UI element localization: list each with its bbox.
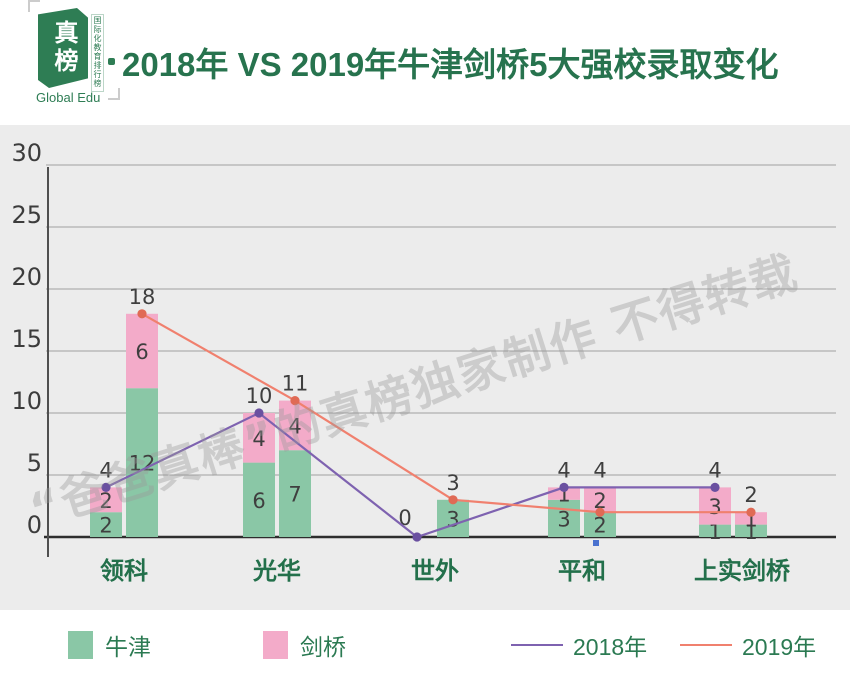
data-point-2018年 (254, 408, 264, 418)
logo-caption: Global Edu (36, 90, 101, 105)
data-point-2019年 (290, 396, 300, 406)
y-axis-tick-label: 30 (11, 139, 42, 167)
chart-area: 0 5 10 15 20 25 30 2 2 4 6 4 10 0 3 1 4 1 3 4 12 6 18 7 4 11 3 3 2 2 4… (0, 125, 850, 610)
bar-total-label: 4 (593, 458, 606, 482)
bar-oxford-2018 (548, 499, 580, 537)
bar-segment-label: 2 (593, 489, 606, 513)
bar-total-label: 4 (99, 458, 112, 482)
bar-total-label: 10 (246, 384, 273, 408)
bar-segment-label: 4 (252, 427, 265, 451)
bar-total-label: 3 (446, 471, 459, 495)
y-axis-tick-label: 20 (11, 263, 42, 291)
logo-side-text: 国际化教育排行榜 (91, 14, 104, 92)
legend-item-oxford: 牛津 (68, 622, 151, 668)
logo-main-text: 真榜 (50, 20, 77, 76)
bar-oxford-2018 (243, 462, 275, 537)
bar-segment-label: 1 (708, 520, 721, 544)
bar-segment-label: 6 (135, 340, 148, 364)
legend-label: 牛津 (105, 634, 151, 660)
bar-cambridge-2018 (699, 487, 731, 525)
bar-oxford-2018 (90, 512, 122, 537)
bar-total-label: 18 (129, 285, 156, 309)
category-label: 平和 (558, 557, 606, 585)
bar-segment-label: 3 (708, 495, 721, 519)
data-point-2018年 (710, 482, 720, 492)
oxford-swatch-icon (68, 631, 93, 659)
legend-item-cambridge: 剑桥 (263, 622, 346, 668)
data-point-2019年 (595, 507, 605, 517)
logo-corner-mark (28, 0, 40, 12)
bar-oxford-2019 (437, 499, 469, 537)
legend-item-2018: 2018年 (511, 622, 647, 668)
bar-segment-label: 4 (288, 414, 301, 438)
logo-banner-icon: 真榜 (38, 8, 88, 88)
y-axis-tick-label: 25 (11, 201, 42, 229)
bar-segment-label: 1 (744, 520, 757, 544)
category-label: 光华 (252, 557, 301, 585)
y-axis-tick-label: 10 (11, 387, 42, 415)
bar-oxford-2019 (279, 450, 311, 537)
logo-corner-mark (108, 88, 120, 100)
legend: 牛津 剑桥 2018年 2019年 (0, 610, 850, 693)
bar-segment-label: 12 (129, 452, 156, 476)
bar-oxford-2019 (735, 524, 767, 537)
category-label: 上实剑桥 (694, 557, 791, 585)
data-point-2019年 (137, 309, 147, 319)
zhenbang-logo: 真榜 国际化教育排行榜 Global Edu (36, 6, 114, 105)
bar-cambridge-2019 (126, 313, 158, 389)
legend-item-2019: 2019年 (680, 622, 816, 668)
y-axis-tick-label: 15 (11, 325, 42, 353)
bar-cambridge-2019 (735, 512, 767, 525)
bar-segment-label: 3 (446, 507, 459, 531)
bar-oxford-2018 (699, 524, 731, 537)
bar-total-label: 4 (557, 458, 570, 482)
data-point-2018年 (101, 482, 111, 492)
y-axis-tick-label: 0 (27, 511, 42, 539)
data-point-2019年 (448, 495, 458, 505)
line-2019-swatch-icon (680, 644, 732, 646)
title-bullet-icon (108, 58, 115, 65)
bar-total-label: 4 (708, 458, 721, 482)
bar-total-label: 2 (744, 483, 757, 507)
data-point-2018年 (559, 482, 569, 492)
stray-blue-marker (593, 540, 599, 546)
legend-label: 2018年 (573, 634, 648, 660)
line-2018-swatch-icon (511, 644, 563, 646)
bar-total-label: 11 (282, 372, 309, 396)
data-point-2019年 (746, 507, 756, 517)
y-axis-tick-label: 5 (27, 449, 42, 477)
data-point-2018年 (412, 532, 422, 542)
legend-label: 2019年 (742, 634, 817, 660)
page-title: 2018年 VS 2019年牛津剑桥5大强校录取变化 (122, 46, 779, 83)
bar-segment-label: 6 (252, 489, 265, 513)
bar-segment-label: 3 (557, 507, 570, 531)
category-label: 世外 (411, 557, 459, 585)
bar-segment-label: 2 (593, 514, 606, 538)
bar-segment-label: 2 (99, 514, 112, 538)
legend-label: 剑桥 (300, 634, 346, 660)
header: 真榜 国际化教育排行榜 Global Edu 2018年 VS 2019年牛津剑… (0, 0, 850, 125)
bar-segment-label: 2 (99, 489, 112, 513)
category-label: 领科 (100, 557, 148, 585)
bar-segment-label: 7 (288, 483, 301, 507)
cambridge-swatch-icon (263, 631, 288, 659)
bar-oxford-2019 (126, 388, 158, 537)
